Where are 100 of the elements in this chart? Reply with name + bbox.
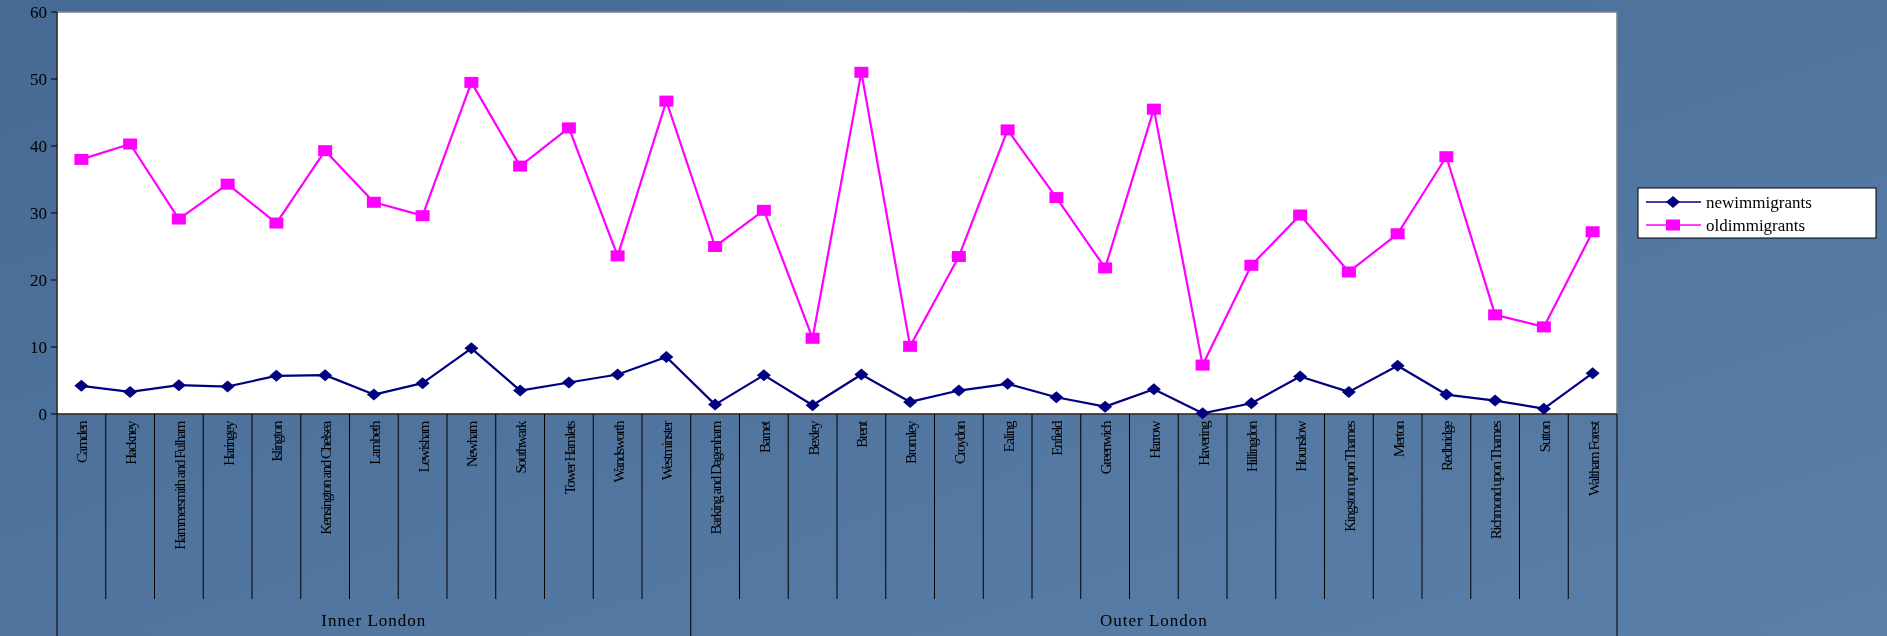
x-tick-label: Westminster — [659, 420, 676, 481]
point — [1585, 367, 1600, 380]
point — [1049, 192, 1064, 204]
point — [610, 250, 625, 262]
point — [659, 95, 674, 107]
x-tick-label: Brent — [854, 419, 871, 448]
y-tick-label: 10 — [30, 337, 47, 357]
point — [464, 76, 479, 88]
point — [1146, 383, 1161, 396]
point — [269, 369, 284, 382]
point — [366, 196, 381, 208]
x-tick-label: Tower Hamlets — [561, 420, 578, 495]
x-tick-label: Bexley — [805, 420, 822, 456]
point — [1146, 103, 1161, 115]
point — [1536, 321, 1551, 333]
x-tick-label: Hackney — [123, 420, 140, 465]
point — [1341, 385, 1356, 398]
point — [1488, 309, 1503, 321]
text: Inner London — [321, 611, 427, 630]
point — [318, 369, 333, 382]
point — [1536, 402, 1551, 415]
point — [805, 332, 820, 344]
x-tick-label: Hammersmith and Fulham — [171, 420, 188, 550]
point — [415, 210, 430, 222]
x-tick-label: Ealing — [1000, 420, 1017, 453]
point — [1585, 226, 1600, 238]
point — [220, 178, 235, 190]
point — [1195, 359, 1210, 371]
y-tick-label: 60 — [30, 2, 47, 22]
point — [561, 376, 576, 389]
y-tick-label: 50 — [30, 69, 47, 89]
point — [1488, 394, 1503, 407]
point — [1293, 209, 1308, 221]
point — [756, 204, 771, 216]
point — [561, 122, 576, 134]
point — [74, 153, 89, 165]
point — [171, 379, 186, 392]
point — [1390, 359, 1405, 372]
text: Outer London — [1099, 611, 1208, 630]
point — [1341, 266, 1356, 278]
x-tick-label: Hillingdon — [1244, 420, 1261, 473]
point — [171, 213, 186, 225]
point — [1098, 400, 1113, 413]
x-tick-label: Waltham Forest — [1585, 419, 1602, 497]
x-tick-label: Sutton — [1536, 420, 1553, 453]
x-tick-label: Merton — [1390, 420, 1407, 458]
x-tick-label: Richmond upon Thames — [1488, 420, 1505, 540]
x-tick-label: Newham — [464, 420, 481, 468]
y-tick-label: 30 — [30, 203, 47, 223]
point — [903, 340, 918, 352]
x-tick-label: Camden — [74, 420, 91, 463]
point — [269, 217, 284, 229]
point — [318, 145, 333, 157]
x-tick-label: Lambeth — [366, 420, 383, 465]
x-tick-label: Lewisham — [415, 420, 432, 473]
point — [1439, 151, 1454, 163]
point — [1439, 388, 1454, 401]
x-tick-label: Islington — [269, 420, 286, 462]
x-tick-label: Enfield — [1049, 420, 1066, 456]
x-tick-label: Barnet — [756, 419, 773, 453]
point — [415, 377, 430, 390]
x-tick-label: Kensington and Chelsea — [318, 420, 335, 535]
y-tick-label: 20 — [30, 270, 47, 290]
point — [708, 398, 723, 411]
x-tick-label: Bromley — [903, 420, 920, 464]
y-tick-label: 0 — [38, 404, 47, 424]
point — [951, 251, 966, 263]
x-tick-label: Southwark — [513, 420, 530, 474]
point — [1293, 370, 1308, 383]
point — [1244, 259, 1259, 271]
x-tick-label: Haringey — [220, 420, 237, 466]
point — [366, 388, 381, 401]
point — [854, 368, 869, 381]
point — [903, 395, 918, 408]
x-tick-label: Wandsworth — [610, 420, 627, 483]
point — [610, 368, 625, 381]
point — [854, 66, 869, 78]
point — [1195, 407, 1210, 420]
point — [1049, 391, 1064, 404]
x-tick-label: Kingston upon Thames — [1341, 420, 1358, 532]
point — [123, 385, 138, 398]
point — [708, 241, 723, 252]
x-tick-label: Redbridge — [1439, 420, 1456, 471]
x-tick-label: Croydon — [951, 420, 968, 464]
point — [464, 342, 479, 355]
point — [1390, 228, 1405, 240]
y-tick-label: 40 — [30, 136, 47, 156]
x-tick-label: Havering — [1195, 420, 1212, 466]
legend-label: oldimmigrants — [1706, 215, 1806, 235]
point — [1098, 262, 1113, 274]
point — [951, 384, 966, 397]
point — [220, 380, 235, 393]
point — [1000, 124, 1015, 136]
x-tick-label: Greenwich — [1098, 420, 1115, 475]
x-tick-label: Harrow — [1146, 420, 1163, 459]
point — [756, 369, 771, 382]
point — [513, 160, 528, 172]
point — [659, 351, 674, 364]
point — [74, 379, 89, 392]
point — [123, 138, 138, 150]
